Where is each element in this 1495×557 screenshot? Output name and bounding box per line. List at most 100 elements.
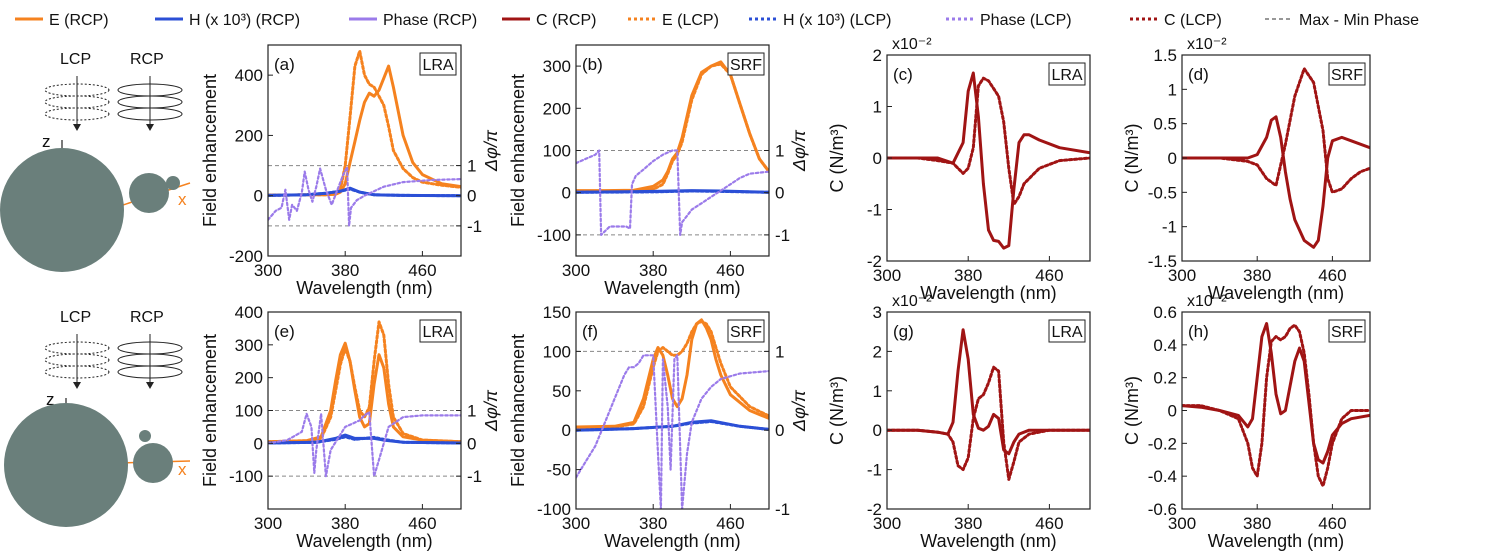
x-tick-label: 300 bbox=[1168, 266, 1196, 285]
y-tick-label: 100 bbox=[235, 402, 263, 421]
tag-box bbox=[419, 52, 457, 76]
series-line bbox=[268, 341, 461, 444]
y-tick-label: -100 bbox=[537, 226, 571, 245]
legend-label: H (x 10³) (LCP) bbox=[783, 12, 891, 29]
panel-label: (g) bbox=[893, 322, 914, 341]
scale-label: x10⁻² bbox=[892, 36, 932, 53]
x-tick-label: 300 bbox=[254, 261, 282, 280]
schematic: LCP RCP z x bbox=[4, 309, 191, 527]
series-line bbox=[268, 49, 461, 197]
legend-item: C (RCP) bbox=[502, 12, 596, 29]
plot-area bbox=[268, 320, 461, 478]
tag-box bbox=[1328, 319, 1366, 343]
x-tick-label: 300 bbox=[873, 514, 901, 533]
y-axis-label: C (N/m³) bbox=[1122, 376, 1142, 445]
x-tick-label: 380 bbox=[954, 514, 982, 533]
y-tick-label: -100 bbox=[229, 467, 263, 486]
plot-frame bbox=[886, 311, 1091, 510]
legend-label: E (RCP) bbox=[49, 12, 109, 29]
y-tick-label: -0.5 bbox=[1148, 183, 1177, 202]
x-axis-label: Wavelength (nm) bbox=[1208, 531, 1344, 551]
tag-box bbox=[419, 319, 457, 343]
series-line bbox=[576, 62, 769, 193]
y-tick-label: -50 bbox=[546, 461, 571, 480]
y-tick-label: 0 bbox=[873, 421, 882, 440]
y-axis-label: C (N/m³) bbox=[1122, 124, 1142, 193]
y2-tick-label: 1 bbox=[467, 157, 476, 176]
plot-frame bbox=[267, 44, 462, 257]
y-tick-label: 0 bbox=[873, 149, 882, 168]
y-tick-label: -200 bbox=[229, 247, 263, 266]
plot-area bbox=[887, 71, 1090, 250]
y-tick-label: 200 bbox=[235, 126, 263, 145]
panel-label: (h) bbox=[1188, 322, 1209, 341]
legend-label: Max - Min Phase bbox=[1299, 12, 1419, 29]
x-tick-label: 460 bbox=[1318, 266, 1346, 285]
series-line bbox=[887, 365, 1090, 481]
chart-panel: 300 380 460 -200 0 200 400 -1 0 1 Δφ/π Wavelength (… bbox=[200, 44, 501, 298]
scale-label: x10⁻² bbox=[892, 293, 932, 310]
y-tick-label: -1.5 bbox=[1148, 252, 1177, 271]
y-tick-label: 1 bbox=[873, 98, 882, 117]
y-tick-label: 400 bbox=[235, 303, 263, 322]
x-axis-label: Wavelength (nm) bbox=[296, 531, 432, 551]
x-tick-label: 380 bbox=[954, 266, 982, 285]
x-tick-label: 380 bbox=[1243, 514, 1271, 533]
y-tick-label: 0 bbox=[1168, 149, 1177, 168]
lcp-arrowhead-icon bbox=[73, 382, 81, 389]
plot-area bbox=[268, 49, 461, 227]
chart-panel: 300 380 460 -2 -1 0 1 2 3 Wavelength (nm) C (N/m³)… bbox=[827, 293, 1091, 551]
y2-tick-label: -1 bbox=[775, 500, 790, 519]
y-tick-label: 0 bbox=[562, 421, 571, 440]
scale-label: x10⁻² bbox=[1187, 36, 1227, 53]
y-tick-label: -2 bbox=[867, 500, 882, 519]
y-tick-label: 1 bbox=[873, 382, 882, 401]
x-tick-label: 300 bbox=[254, 514, 282, 533]
y2-tick-label: 1 bbox=[775, 142, 784, 161]
y-tick-label: 2 bbox=[873, 342, 882, 361]
series-line bbox=[576, 320, 769, 430]
lcp-label: LCP bbox=[60, 51, 91, 68]
y2-tick-label: 1 bbox=[775, 342, 784, 361]
series-line bbox=[1182, 322, 1370, 465]
y-tick-label: 2 bbox=[873, 46, 882, 65]
series-line bbox=[576, 189, 769, 194]
x-tick-label: 380 bbox=[331, 261, 359, 280]
x-axis-label: x bbox=[178, 190, 187, 209]
y-tick-label: 200 bbox=[235, 369, 263, 388]
z-axis-label: z bbox=[42, 132, 51, 151]
y2-axis-label: Δφ/π bbox=[481, 129, 501, 172]
tag-box bbox=[727, 319, 765, 343]
y-axis-label: C (N/m³) bbox=[827, 124, 847, 193]
plot-frame bbox=[575, 311, 770, 510]
x-tick-label: 460 bbox=[1318, 514, 1346, 533]
y-axis-label: Field enhancement bbox=[508, 334, 528, 487]
panel-tag: LRA bbox=[422, 57, 453, 74]
y-axis-label: Field enhancement bbox=[200, 334, 220, 487]
plot-area bbox=[576, 60, 769, 236]
x-tick-label: 300 bbox=[562, 514, 590, 533]
x-tick-label: 380 bbox=[1243, 266, 1271, 285]
y-tick-label: 200 bbox=[543, 99, 571, 118]
legend-item: E (LCP) bbox=[628, 12, 719, 29]
x-tick-label: 460 bbox=[716, 261, 744, 280]
series-line bbox=[576, 318, 769, 429]
y-tick-label: 100 bbox=[543, 142, 571, 161]
panel-label: (c) bbox=[893, 65, 913, 84]
panel-tag: LRA bbox=[1051, 324, 1082, 341]
y-tick-label: -1 bbox=[867, 461, 882, 480]
x-tick-label: 300 bbox=[1168, 514, 1196, 533]
y2-tick-label: 1 bbox=[467, 402, 476, 421]
lcp-arrowhead-icon bbox=[73, 124, 81, 131]
y2-tick-label: 0 bbox=[467, 434, 476, 453]
x-tick-label: 460 bbox=[716, 514, 744, 533]
y2-tick-label: -1 bbox=[467, 467, 482, 486]
panel-tag: SRF bbox=[1331, 67, 1363, 84]
y-tick-label: -100 bbox=[537, 500, 571, 519]
series-line bbox=[268, 187, 461, 198]
series-line bbox=[268, 64, 461, 197]
scale-label: x10⁻² bbox=[1187, 293, 1227, 310]
x-axis-label: Wavelength (nm) bbox=[920, 283, 1056, 303]
lcp-label: LCP bbox=[60, 309, 91, 326]
chart-panel: 300 380 460 -0.6 -0.4 -0.2 0 0.2 0.4 0.6 Wavelengt… bbox=[1122, 293, 1371, 551]
